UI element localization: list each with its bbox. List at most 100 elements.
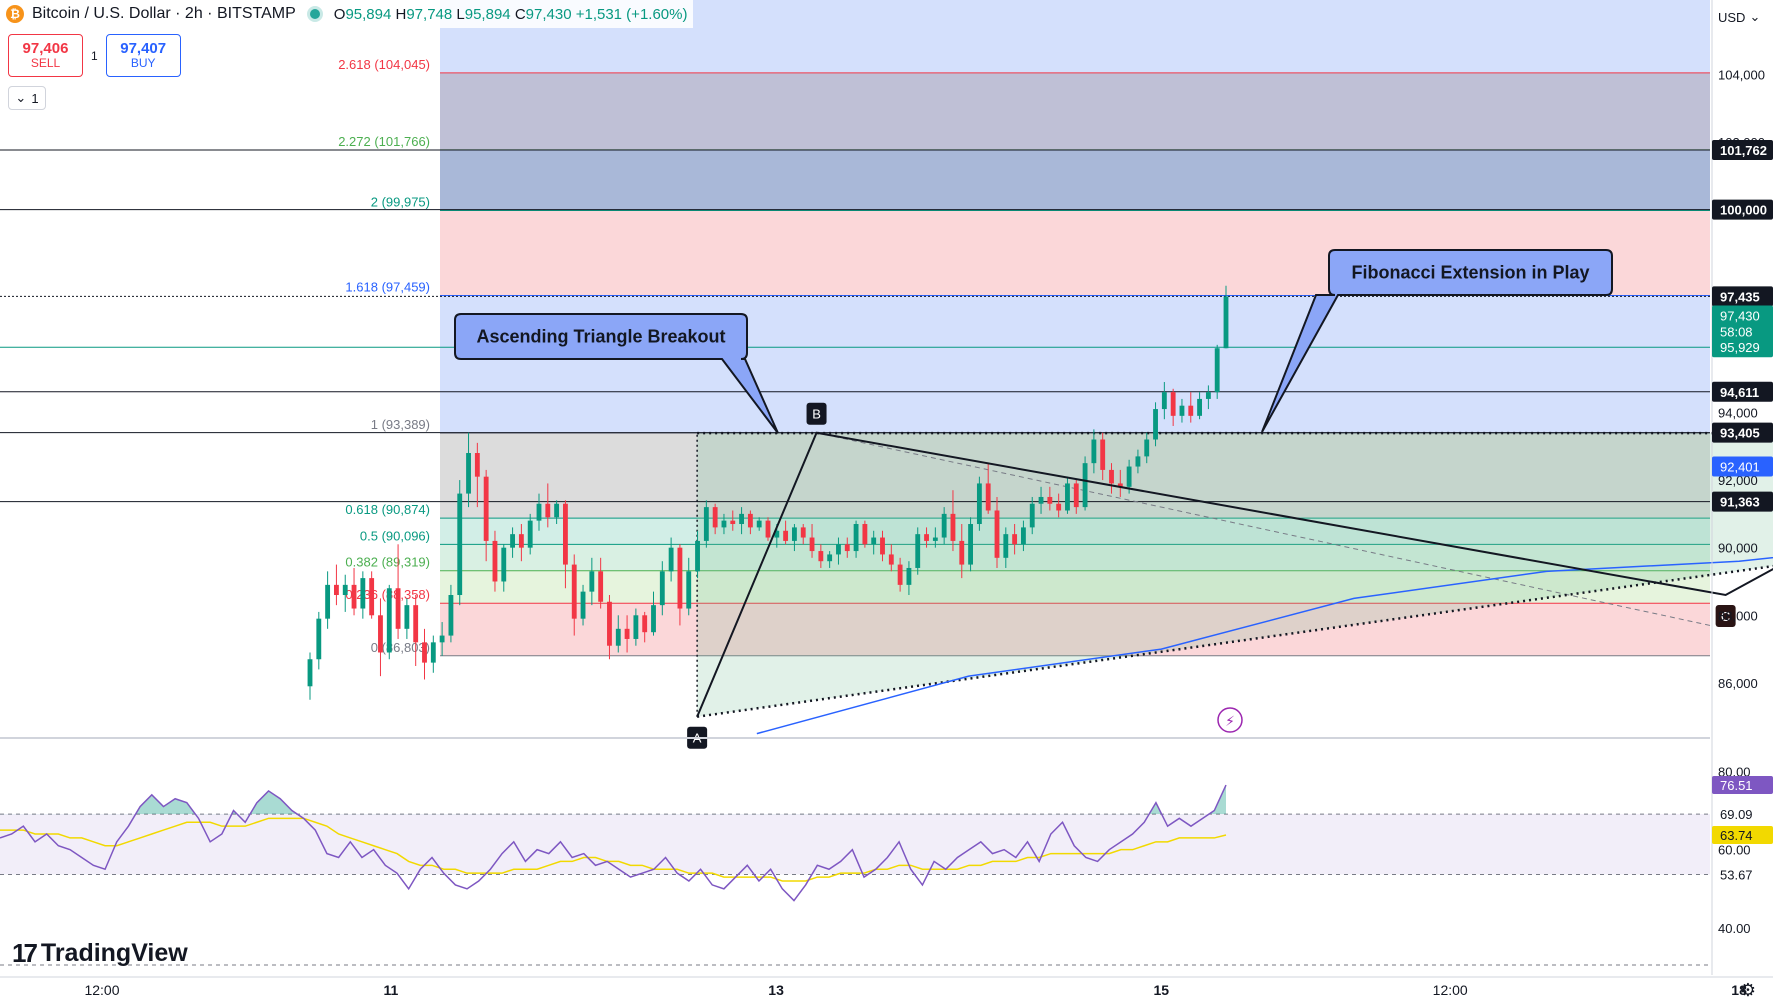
trade-panel: 97,406 SELL 1 97,407 BUY [8, 34, 181, 77]
chevron-down-icon: ⌄ [1749, 9, 1761, 24]
price-label-text: 92,401 [1720, 460, 1760, 475]
candle-body [695, 540, 700, 572]
candle-body [827, 554, 833, 562]
rsi-label-text: 69.09 [1720, 807, 1753, 822]
tradingview-logo[interactable]: 17 TradingView [12, 938, 188, 969]
candle-body [809, 537, 815, 552]
candle-body [1047, 496, 1053, 504]
candle-body [307, 659, 313, 687]
candle-body [1073, 483, 1079, 508]
price-tick-label: 104,000 [1718, 67, 1765, 82]
candle-body [747, 513, 753, 528]
rsi-tick-label: 40.00 [1718, 921, 1751, 936]
pattern-point-marker-C [1715, 605, 1736, 628]
lightning-icon: ⚡ [1225, 713, 1235, 729]
candle-body [915, 534, 921, 568]
change-value: +1,531 (+1.60%) [575, 5, 688, 23]
candle-body [1091, 439, 1097, 464]
rsi-tick-label: 60.00 [1718, 843, 1751, 858]
quantity-dropdown[interactable]: ⌄ 1 [8, 86, 46, 110]
candle-body [1065, 483, 1070, 511]
candles-group [307, 285, 1229, 700]
price-tick-label: 86,000 [1718, 676, 1758, 691]
high-label: H [395, 5, 407, 23]
candle-body [959, 540, 965, 565]
candle-body [862, 524, 868, 545]
candle-body [474, 453, 480, 477]
price-label-box [1712, 140, 1773, 161]
candle-body [554, 503, 560, 518]
time-tick-label: 12:00 [84, 982, 119, 998]
symbol-title[interactable]: Bitcoin / U.S. Dollar · 2h · BITSTAMP [32, 5, 296, 22]
fib-level-label-2.618: 2.618 (104,045) [338, 57, 430, 72]
candle-body [1038, 496, 1044, 504]
candle-body [950, 513, 956, 541]
candle-body [334, 584, 339, 596]
candle-body [1117, 483, 1123, 487]
price-label-text: 100,000 [1720, 203, 1767, 218]
candle-body [360, 578, 366, 609]
candle-body [386, 588, 392, 653]
price-label-text: 91,363 [1720, 495, 1760, 510]
tradingview-wordmark: TradingView [40, 939, 188, 967]
candle-body [1109, 469, 1114, 484]
candle-body [818, 551, 824, 562]
rsi-line [0, 784, 1227, 902]
price-tick-label: 92,000 [1718, 473, 1758, 488]
callout-ascending-triangle-bubble [454, 313, 779, 434]
candle-body [1223, 296, 1229, 349]
time-tick-label: 12:00 [1433, 982, 1468, 998]
symbol-header: ₿ Bitcoin / U.S. Dollar · 2h · BITSTAMP … [0, 0, 694, 28]
sell-button[interactable]: 97,406 SELL [8, 34, 83, 77]
candle-body [492, 540, 498, 582]
price-label-box [1712, 456, 1773, 477]
buy-button[interactable]: 97,407 BUY [105, 34, 181, 77]
candle-body [1003, 534, 1009, 558]
price-label-countdown: 58:08 [1720, 324, 1753, 339]
candle-body [1021, 527, 1026, 545]
candle-body [457, 493, 463, 596]
open-label: O [333, 5, 346, 23]
fib-level-label-1.618: 1.618 (97,459) [345, 280, 430, 295]
candle-body [871, 537, 877, 545]
ohlc-readout: O95,894 H97,748 L95,894 C97,430 +1,531 (… [334, 6, 688, 23]
candle-body [756, 520, 762, 528]
currency-selector[interactable]: USD ⌄ [1712, 4, 1766, 30]
fib-level-label-2: 2 (99,975) [371, 194, 430, 209]
candle-body [563, 503, 568, 565]
candle-body [580, 591, 586, 619]
triangle-shade [697, 433, 1773, 717]
candle-body [783, 530, 789, 541]
candle-body [404, 605, 410, 629]
callout-fibonacci-extension: Fibonacci Extension in Play [1261, 249, 1613, 433]
price-tick-label: 88,000 [1718, 608, 1758, 623]
candle-body [369, 578, 375, 616]
candle-body [1029, 503, 1035, 528]
abcd-pattern-line [696, 431, 1773, 718]
candle-body [906, 567, 912, 585]
candle-body [413, 605, 419, 643]
fib-level-label-1: 1 (93,389) [371, 417, 430, 432]
candle-body [466, 453, 471, 494]
candle-body [1179, 405, 1185, 416]
candle-body [571, 564, 577, 619]
price-label-box [1712, 286, 1773, 307]
settings-gear-icon[interactable]: ⚙ [1739, 979, 1757, 1000]
rsi-label-text: 76.51 [1720, 778, 1753, 793]
candle-body [1012, 534, 1018, 545]
candle-body [1161, 392, 1167, 410]
rsi-label-text: 53.67 [1720, 867, 1753, 882]
rsi-ma-line [0, 817, 1227, 882]
candle-body [985, 483, 991, 511]
time-tick-label: 11 [383, 982, 398, 998]
open-value: 95,894 [345, 5, 392, 23]
candle-body [1153, 409, 1158, 440]
candle-body [703, 507, 709, 541]
candle-body [941, 513, 947, 538]
candle-body [1197, 398, 1202, 416]
price-label-box [1712, 305, 1773, 342]
chevron-down-icon: ⌄ [15, 90, 27, 105]
rsi-label-box [1712, 826, 1773, 845]
